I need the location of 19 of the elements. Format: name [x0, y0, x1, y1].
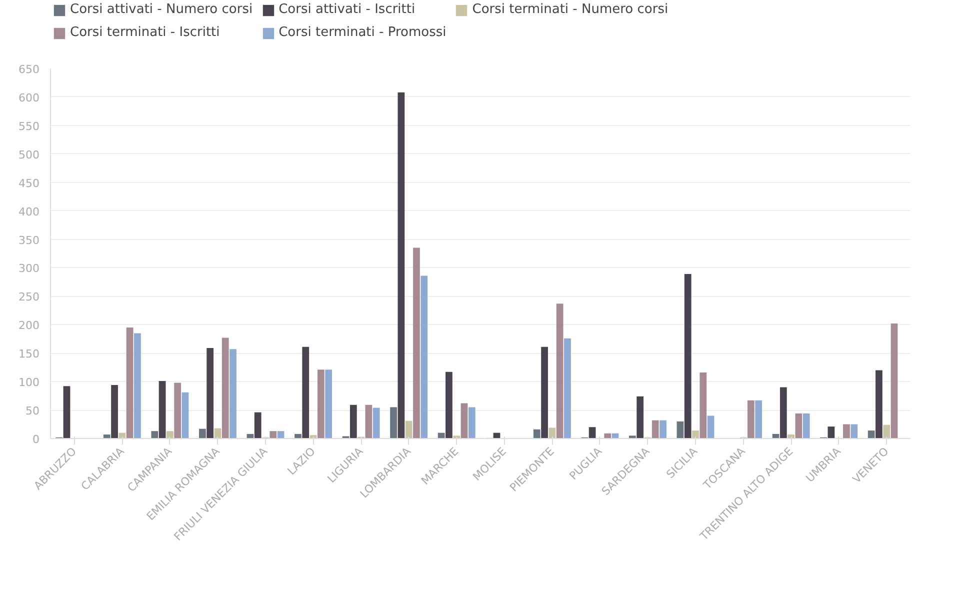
legend-label: Corsi attivati - Numero corsi [70, 2, 253, 17]
y-tick-label: 400 [18, 205, 40, 218]
y-tick-label: 500 [18, 148, 40, 162]
y-tick-label: 100 [18, 376, 40, 390]
y-tick-label: 450 [18, 176, 40, 190]
y-tick-label: 350 [18, 234, 40, 247]
y-tick-label: 200 [18, 319, 40, 332]
y-tick-label: 0 [32, 433, 40, 446]
y-tick-label: 600 [18, 91, 40, 104]
legend-label: Corsi attivati - Iscritti [278, 2, 416, 17]
legend-label: Corsi terminati - Iscritti [70, 25, 220, 40]
y-tick-label: 550 [18, 120, 40, 133]
legend-label: Corsi terminati - Promossi [278, 25, 446, 40]
y-tick-label: 650 [18, 63, 40, 76]
y-tick-label: 250 [18, 290, 40, 304]
y-tick-label: 300 [18, 262, 40, 276]
legend-label: Corsi terminati - Numero corsi [472, 2, 668, 17]
y-tick-label: 50 [26, 404, 40, 418]
y-tick-label: 150 [18, 348, 40, 361]
